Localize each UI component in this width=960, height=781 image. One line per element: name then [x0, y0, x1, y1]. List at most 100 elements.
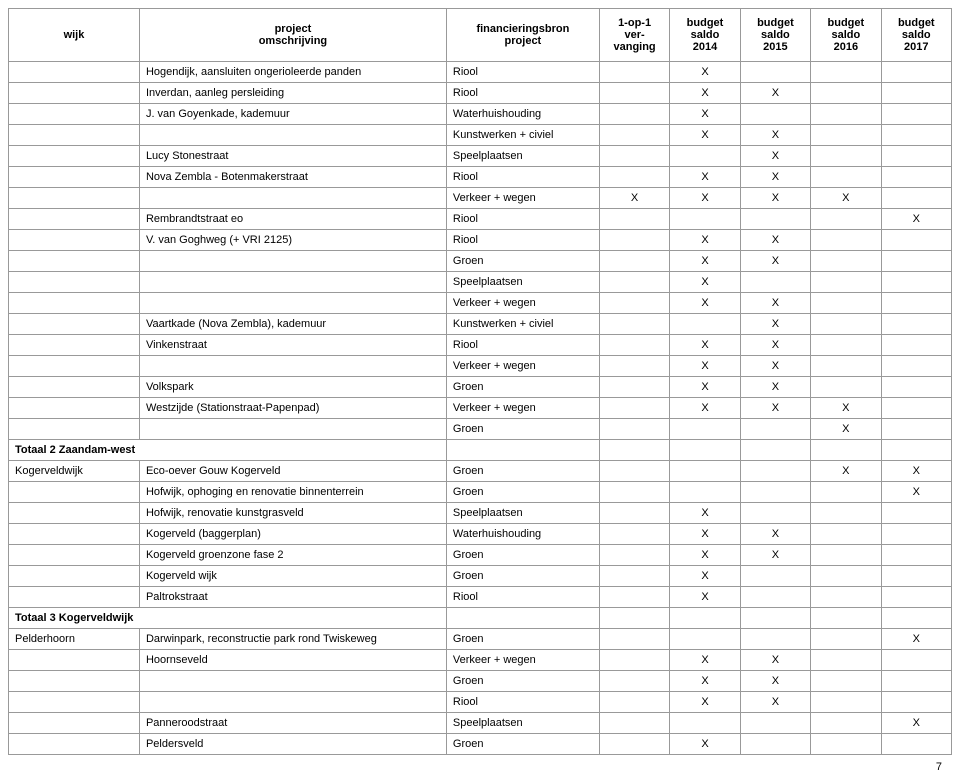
cell [9, 566, 140, 587]
cell [139, 356, 446, 377]
cell: X [811, 419, 881, 440]
cell: Pelderhoorn [9, 629, 140, 650]
table-row: Kogerveld (baggerplan)WaterhuishoudingXX [9, 524, 952, 545]
cell: X [670, 335, 740, 356]
cell [9, 209, 140, 230]
cell [881, 251, 951, 272]
header-financ-l2: project [505, 35, 542, 47]
header-vervanging-l2: ver- [624, 29, 644, 41]
cell: Waterhuishouding [446, 524, 599, 545]
cell [9, 146, 140, 167]
cell: X [670, 524, 740, 545]
table-row: Kogerveld wijkGroenX [9, 566, 952, 587]
cell: Riool [446, 692, 599, 713]
cell: Rembrandtstraat eo [139, 209, 446, 230]
cell: X [670, 503, 740, 524]
cell: Riool [446, 209, 599, 230]
cell [881, 587, 951, 608]
cell [9, 335, 140, 356]
cell: X [740, 314, 810, 335]
cell [670, 629, 740, 650]
cell [599, 503, 669, 524]
cell [9, 671, 140, 692]
cell [139, 251, 446, 272]
cell [139, 188, 446, 209]
cell [9, 650, 140, 671]
cell [599, 62, 669, 83]
cell: Inverdan, aanleg persleiding [139, 83, 446, 104]
cell: X [740, 524, 810, 545]
cell [811, 230, 881, 251]
cell [599, 251, 669, 272]
cell [811, 251, 881, 272]
cell: Hoornseveld [139, 650, 446, 671]
table-row: Vaartkade (Nova Zembla), kademuurKunstwe… [9, 314, 952, 335]
cell: Verkeer + wegen [446, 293, 599, 314]
cell: X [670, 587, 740, 608]
cell: X [740, 293, 810, 314]
cell: X [670, 671, 740, 692]
cell [9, 545, 140, 566]
header-2016-l3: 2016 [834, 41, 858, 53]
cell: X [670, 167, 740, 188]
cell: J. van Goyenkade, kademuur [139, 104, 446, 125]
cell [599, 398, 669, 419]
cell: X [881, 713, 951, 734]
cell: X [740, 251, 810, 272]
cell: Hofwijk, renovatie kunstgrasveld [139, 503, 446, 524]
header-vervanging: 1-op-1 ver- vanging [599, 9, 669, 62]
cell: Verkeer + wegen [446, 356, 599, 377]
table-row: Verkeer + wegenXXXX [9, 188, 952, 209]
cell: X [740, 650, 810, 671]
table-row: V. van Goghweg (+ VRI 2125)RioolXX [9, 230, 952, 251]
cell [881, 608, 951, 629]
cell [670, 146, 740, 167]
header-financ-l1: financieringsbron [476, 23, 569, 35]
cell: X [740, 545, 810, 566]
cell [9, 734, 140, 755]
cell: Panneroodstraat [139, 713, 446, 734]
table-row: KogerveldwijkEco-oever Gouw KogerveldGro… [9, 461, 952, 482]
cell [881, 167, 951, 188]
header-2017-l1: budget [898, 17, 935, 29]
table-row: GroenXX [9, 251, 952, 272]
cell: Kogerveld wijk [139, 566, 446, 587]
cell [670, 713, 740, 734]
cell [599, 713, 669, 734]
cell [811, 650, 881, 671]
table-row: Totaal 3 Kogerveldwijk [9, 608, 952, 629]
cell: X [599, 188, 669, 209]
cell [881, 314, 951, 335]
cell: X [740, 335, 810, 356]
cell [811, 734, 881, 755]
cell [599, 650, 669, 671]
cell [811, 356, 881, 377]
cell [881, 272, 951, 293]
cell: Groen [446, 671, 599, 692]
cell: X [670, 125, 740, 146]
cell [670, 440, 740, 461]
cell: X [740, 671, 810, 692]
cell: X [881, 629, 951, 650]
cell [599, 734, 669, 755]
cell: Speelplaatsen [446, 713, 599, 734]
cell: Vinkenstraat [139, 335, 446, 356]
page-number: 7 [8, 761, 952, 773]
header-2014-l2: saldo [691, 29, 720, 41]
cell [599, 692, 669, 713]
cell [740, 272, 810, 293]
cell [811, 692, 881, 713]
cell: Groen [446, 377, 599, 398]
cell [9, 272, 140, 293]
cell [599, 587, 669, 608]
cell [881, 125, 951, 146]
header-vervanging-l3: vanging [613, 41, 655, 53]
cell [670, 419, 740, 440]
cell: X [670, 398, 740, 419]
cell: X [811, 398, 881, 419]
cell [811, 335, 881, 356]
cell [446, 440, 599, 461]
cell [9, 167, 140, 188]
cell [599, 104, 669, 125]
cell: Groen [446, 734, 599, 755]
